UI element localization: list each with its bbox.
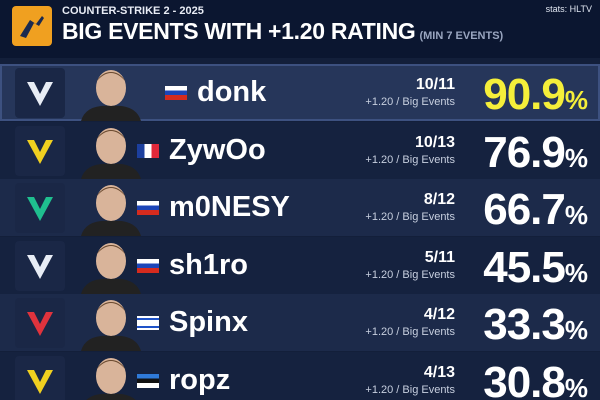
caption: +1.20 / Big Events	[365, 96, 455, 108]
flag	[137, 373, 159, 388]
percent-unit: %	[564, 200, 588, 230]
percent-value: 33.3	[483, 300, 566, 349]
flag	[137, 258, 159, 273]
title-text: BIG EVENTS WITH +1.20 RATING	[62, 18, 416, 44]
percentage: 76.9%	[483, 128, 588, 178]
percent-unit: %	[564, 257, 588, 288]
flag	[137, 143, 159, 158]
percent-value: 45.5	[483, 242, 566, 292]
caption: +1.20 / Big Events	[365, 211, 455, 223]
caption: +1.20 / Big Events	[365, 268, 455, 281]
player-silhouette	[85, 357, 137, 400]
player-name: donk	[197, 76, 267, 108]
fraction: 5/11	[424, 248, 455, 266]
team-logo	[15, 240, 65, 291]
team-logo	[15, 298, 65, 348]
player-row: sh1ro 5/11 +1.20 / Big Events 45.5%	[0, 236, 600, 294]
player-photo	[76, 237, 146, 294]
percent-value: 66.7	[483, 185, 566, 234]
fraction: 4/12	[423, 306, 455, 323]
player-row: Spinx 4/12 +1.20 / Big Events 33.3%	[0, 294, 600, 351]
team-emblem	[27, 369, 53, 394]
category: COUNTER-STRIKE 2 - 2025	[62, 5, 204, 17]
fraction: 10/13	[414, 133, 455, 151]
team-emblem	[27, 139, 53, 164]
percentage: 66.7%	[483, 185, 588, 235]
flag	[137, 201, 159, 215]
player-row: m0NESY 8/12 +1.20 / Big Events 66.7%	[0, 179, 600, 236]
player-photo	[76, 294, 146, 351]
player-silhouette	[81, 300, 141, 351]
player-row: donk 10/11 +1.20 / Big Events 90.9%	[0, 64, 600, 121]
player-name: ZywOo	[169, 133, 266, 166]
player-silhouette	[81, 242, 141, 294]
player-row: ZywOo 10/13 +1.20 / Big Events 76.9%	[0, 121, 600, 179]
player-silhouette	[81, 127, 141, 179]
percentage: 30.8%	[483, 358, 588, 400]
player-name: m0NESY	[169, 191, 290, 223]
player-silhouette	[81, 185, 141, 236]
source: stats: HLTV	[545, 4, 592, 14]
player-name: ropz	[169, 363, 231, 396]
caption: +1.20 / Big Events	[365, 326, 455, 338]
team-logo	[15, 355, 65, 400]
game-logo	[12, 6, 52, 46]
team-logo	[15, 183, 65, 233]
team-emblem	[27, 254, 53, 279]
percent-unit: %	[564, 85, 588, 115]
player-silhouette	[81, 70, 141, 121]
team-emblem	[27, 312, 53, 336]
percent-value: 76.9	[483, 127, 566, 177]
player-name: Spinx	[169, 306, 248, 338]
title: BIG EVENTS WITH +1.20 RATING (MIN 7 EVENT…	[62, 18, 503, 45]
team-logo	[15, 125, 65, 176]
caption: +1.20 / Big Events	[365, 153, 455, 166]
player-photo	[76, 122, 146, 179]
percentage: 90.9%	[483, 70, 588, 120]
percent-unit: %	[564, 372, 588, 400]
percentage: 45.5%	[483, 243, 588, 293]
team-emblem	[27, 82, 53, 106]
player-photo	[76, 64, 146, 121]
team-logo	[15, 68, 65, 118]
flag	[137, 316, 159, 330]
caption: +1.20 / Big Events	[365, 383, 455, 396]
subtitle: (MIN 7 EVENTS)	[419, 30, 504, 42]
fraction: 8/12	[423, 191, 455, 208]
percent-value: 30.8	[483, 357, 566, 400]
percent-unit: %	[564, 142, 588, 173]
player-photo	[76, 352, 146, 400]
player-photo	[76, 179, 146, 236]
team-emblem	[27, 197, 53, 221]
player-row: ropz 4/13 +1.20 / Big Events 30.8%	[0, 351, 600, 400]
player-name: sh1ro	[169, 248, 248, 281]
percent-unit: %	[564, 315, 588, 345]
header: COUNTER-STRIKE 2 - 2025 BIG EVENTS WITH …	[0, 0, 600, 58]
fraction: 4/13	[423, 363, 455, 381]
percent-value: 90.9	[483, 70, 566, 119]
percentage: 33.3%	[483, 300, 588, 350]
flag	[165, 86, 187, 100]
fraction: 10/11	[415, 76, 455, 93]
